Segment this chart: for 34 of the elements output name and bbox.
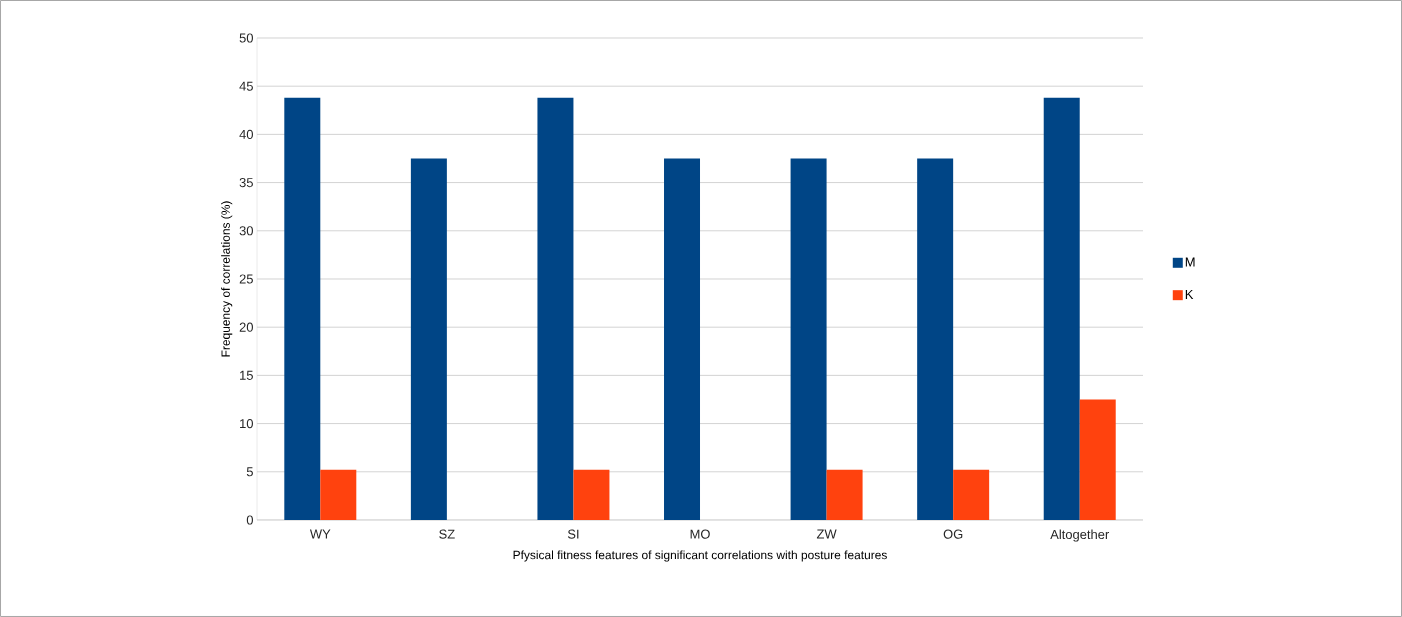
y-tick-label: 50 — [239, 33, 253, 43]
x-tick-label: SZ — [439, 529, 455, 539]
y-tick-label: 35 — [239, 178, 253, 188]
y-tick-label: 15 — [240, 370, 253, 380]
bar — [1079, 399, 1116, 520]
x-tick-label: WY — [309, 529, 331, 539]
y-tick-label: 0 — [246, 515, 253, 525]
y-tick-label: 40 — [239, 129, 253, 139]
bar — [320, 469, 357, 520]
y-axis-title: Frequency of correlations (%) — [221, 201, 233, 357]
bar — [537, 97, 574, 520]
bar — [953, 469, 990, 520]
bar — [917, 158, 954, 520]
bar — [573, 469, 610, 520]
x-tick-label: MO — [690, 529, 710, 539]
bar — [1043, 97, 1080, 520]
y-tick-label: 20 — [239, 322, 253, 332]
bar — [826, 469, 863, 520]
x-tick-label: OG — [943, 529, 963, 539]
bar — [284, 97, 321, 520]
y-tick-label: 45 — [239, 81, 253, 91]
y-tick-label: 30 — [239, 226, 253, 236]
legend-label: K — [1185, 289, 1194, 299]
bar — [410, 158, 447, 520]
x-axis-title: Pfysical fitness features of significant correlations with posture features — [513, 550, 887, 562]
y-tick-label: 5 — [246, 467, 253, 477]
x-tick-label: ZW — [816, 529, 837, 539]
y-tick-label: 10 — [240, 419, 253, 429]
legend-label: M — [1185, 257, 1195, 267]
bar — [664, 158, 701, 520]
bar — [790, 158, 827, 520]
x-tick-label: Altogether — [1050, 529, 1110, 542]
x-tick-label: SI — [567, 529, 579, 539]
y-tick-label: 25 — [239, 274, 253, 284]
